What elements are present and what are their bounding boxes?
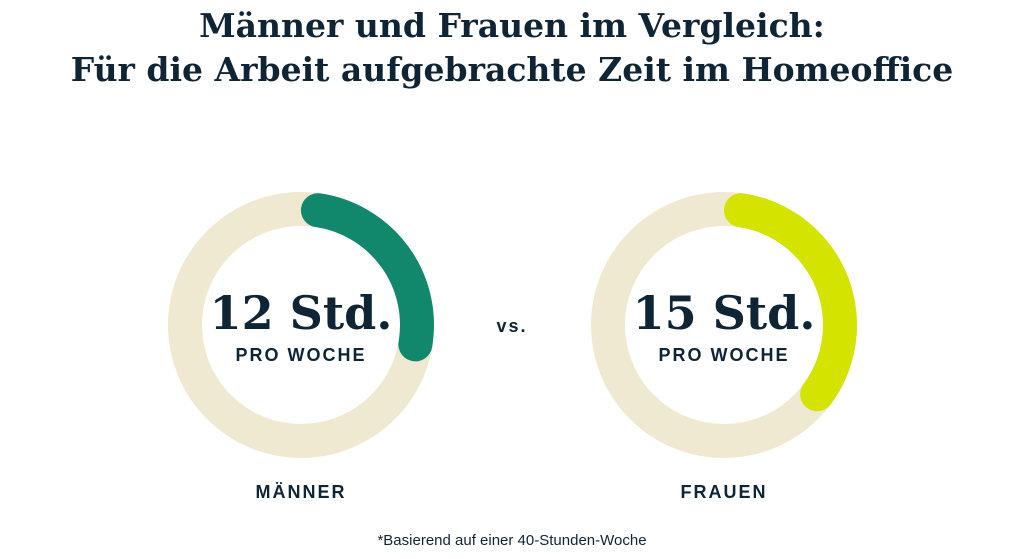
- donut-maenner: 12 Std. PRO WOCHE MÄNNER: [168, 192, 434, 502]
- donut-frauen: 15 Std. PRO WOCHE FRAUEN: [591, 192, 857, 502]
- series-label-frauen: FRAUEN: [681, 482, 768, 502]
- series-label-maenner: MÄNNER: [256, 482, 347, 502]
- value-label-frauen: 15 Std.: [633, 286, 816, 340]
- title-line-1: Männer und Frauen im Vergleich:: [199, 6, 825, 45]
- chart-title: Männer und Frauen im Vergleich: Für die …: [0, 4, 1024, 92]
- value-label-maenner: 12 Std.: [210, 286, 393, 340]
- donut-arc-frauen: [591, 192, 857, 458]
- donut-arc-maenner: [168, 192, 434, 459]
- title-line-2: Für die Arbeit aufgebrachte Zeit im Home…: [70, 50, 954, 89]
- sub-label-maenner: PRO WOCHE: [235, 345, 366, 365]
- footnote: *Basierend auf einer 40-Stunden-Woche: [377, 532, 647, 549]
- sub-label-frauen: PRO WOCHE: [658, 345, 789, 365]
- vs-separator: vs.: [496, 316, 527, 336]
